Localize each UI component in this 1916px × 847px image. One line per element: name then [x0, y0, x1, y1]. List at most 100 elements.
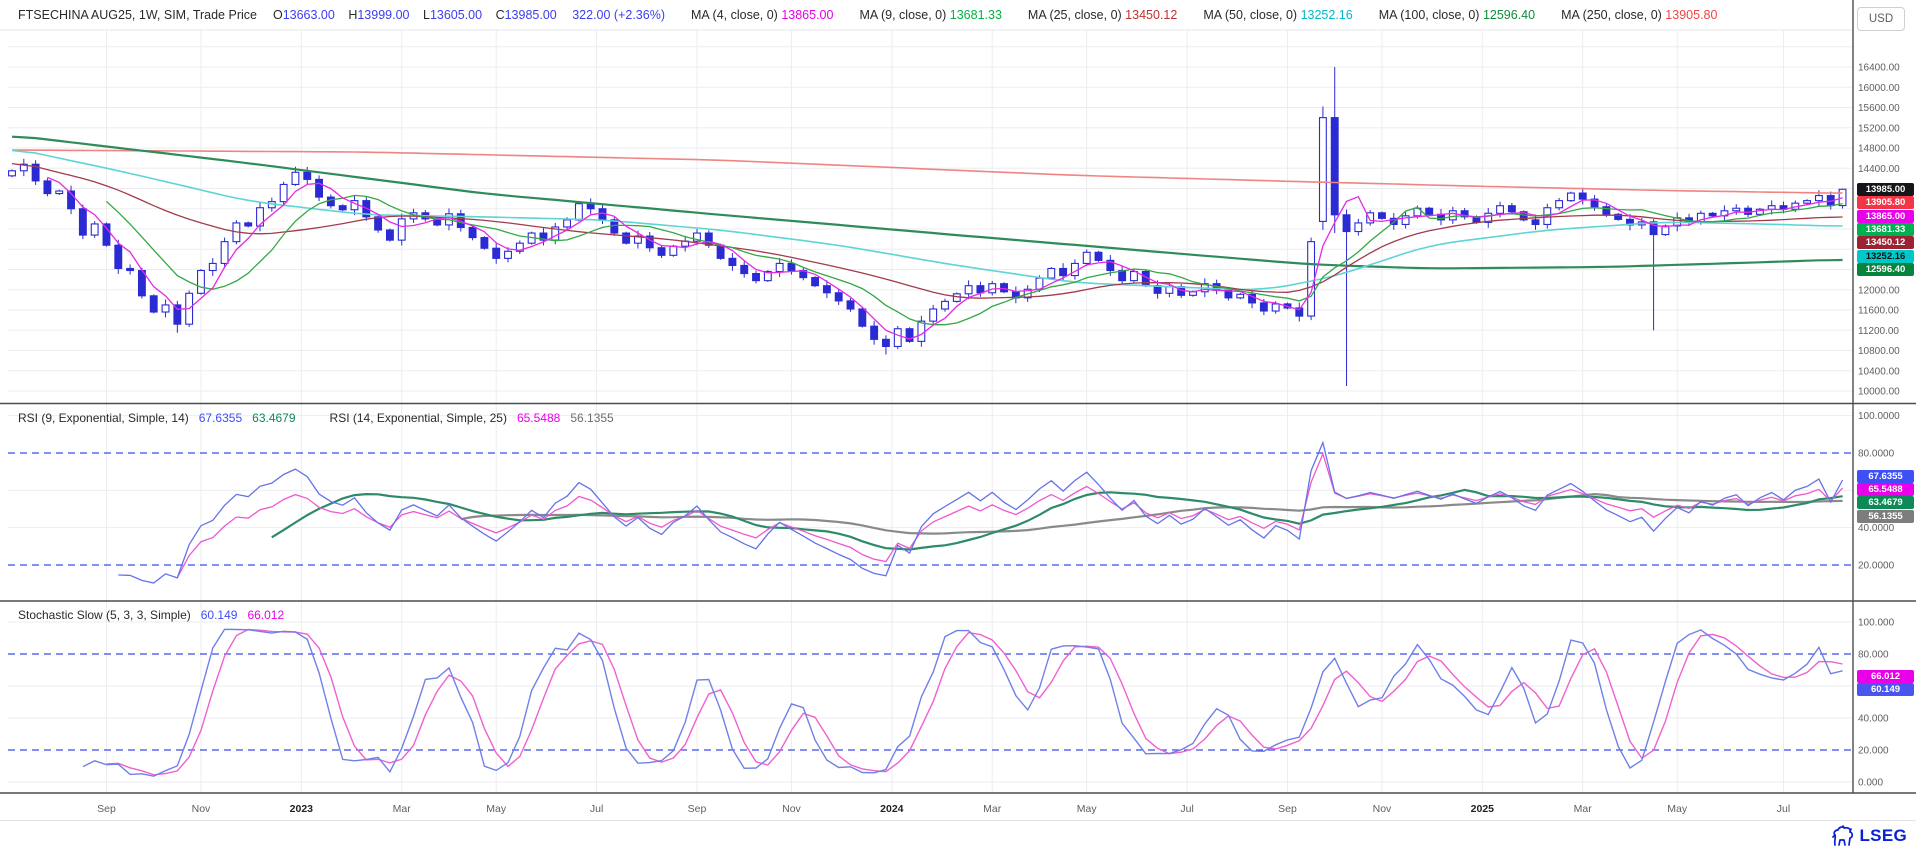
stochastic-k-value: 60.149 [200, 608, 238, 622]
svg-text:100.0000: 100.0000 [1858, 411, 1900, 422]
rsi-slow-title: RSI (14, Exponential, Simple, 25) [329, 411, 507, 425]
ma4-line [47, 176, 1843, 340]
svg-text:2023: 2023 [290, 803, 314, 815]
price-badge: 60.149 [1857, 683, 1914, 697]
stochastic-pane-header: Stochastic Slow (5, 3, 3, Simple) 60.149… [18, 608, 284, 622]
rsi-lines [118, 440, 1844, 584]
svg-text:15600.00: 15600.00 [1858, 103, 1900, 114]
high-value: H13999.00 [348, 8, 410, 22]
price-badge: 12596.40 [1857, 263, 1914, 277]
svg-text:40.000: 40.000 [1858, 714, 1889, 725]
rsi-fast-smooth-value: 63.4679 [252, 411, 296, 425]
rsi-slow-value: 65.5488 [516, 411, 561, 425]
svg-text:15200.00: 15200.00 [1858, 123, 1900, 134]
svg-text:12000.00: 12000.00 [1858, 285, 1900, 296]
ma-legend-item: MA (9, close, 0) 13681.33 [859, 8, 1002, 22]
price-badge: 63.4679 [1857, 496, 1914, 510]
moving-average-lines [11, 135, 1843, 340]
svg-text:10400.00: 10400.00 [1858, 366, 1900, 377]
svg-text:20.0000: 20.0000 [1858, 561, 1895, 572]
svg-text:20.000: 20.000 [1858, 746, 1889, 757]
low-value: L13605.00 [422, 8, 483, 22]
time-axis[interactable] [0, 793, 1853, 821]
svg-text:Nov: Nov [192, 803, 211, 815]
price-badge: 13865.00 [1857, 209, 1914, 223]
svg-text:14400.00: 14400.00 [1858, 164, 1900, 175]
close-value: C13985.00 [495, 8, 557, 22]
price-badge: 56.1355 [1857, 509, 1914, 523]
rsi9-smooth-line [271, 488, 1843, 551]
stochastic-d-line [106, 628, 1843, 776]
price-badge: 13681.33 [1857, 222, 1914, 236]
ohlc-values: O13663.00 H13999.00 L13605.00 C13985.00 … [273, 8, 665, 22]
rsi-slow-smooth-value: 56.1355 [570, 411, 614, 425]
svg-text:Nov: Nov [1373, 803, 1392, 815]
svg-text:Mar: Mar [1574, 803, 1593, 815]
rsi-fast-value: 67.6355 [198, 411, 243, 425]
svg-text:Jul: Jul [1777, 803, 1790, 815]
change-value: 322.00 (+2.36%) [572, 8, 665, 22]
svg-text:40.0000: 40.0000 [1858, 523, 1895, 534]
rsi9-line [118, 440, 1844, 584]
svg-text:Mar: Mar [393, 803, 412, 815]
ma250-line [12, 149, 1843, 194]
svg-text:2024: 2024 [880, 803, 904, 815]
svg-text:Sep: Sep [1278, 803, 1297, 815]
svg-text:Sep: Sep [97, 803, 116, 815]
svg-text:14800.00: 14800.00 [1858, 144, 1900, 155]
price-badge: 66.012 [1857, 669, 1914, 683]
price-badge: 13252.16 [1857, 249, 1914, 263]
price-badge: 13450.12 [1857, 236, 1914, 250]
rsi-pane-header: RSI (9, Exponential, Simple, 14) 67.6355… [18, 411, 614, 425]
rsi-fast-title: RSI (9, Exponential, Simple, 14) [18, 411, 189, 425]
rsi14-line [176, 451, 1844, 579]
ma25-line [11, 162, 1843, 299]
svg-text:10000.00: 10000.00 [1858, 387, 1900, 398]
svg-text:11600.00: 11600.00 [1858, 306, 1899, 317]
open-value: O13663.00 [272, 8, 335, 22]
stochastic-d-value: 66.012 [247, 608, 285, 622]
svg-text:May: May [486, 803, 507, 815]
ma-legend-item: MA (50, close, 0) 13252.16 [1203, 8, 1353, 22]
ma100-line [11, 135, 1843, 270]
svg-text:100.000: 100.000 [1858, 618, 1895, 629]
candlestick-series [8, 67, 1847, 386]
ma-legend-item: MA (25, close, 0) 13450.12 [1027, 8, 1178, 22]
svg-text:16400.00: 16400.00 [1858, 63, 1900, 74]
svg-text:2025: 2025 [1471, 803, 1495, 815]
svg-text:May: May [1667, 803, 1688, 815]
svg-text:10800.00: 10800.00 [1858, 346, 1900, 357]
stochastic-lines [82, 628, 1843, 777]
chart-header: FTSECHINA AUG25, 1W, SIM, Trade Price O1… [0, 0, 1836, 30]
ma-legend-item: MA (4, close, 0) 13865.00 [691, 8, 834, 22]
lseg-logo: LSEG [1831, 825, 1908, 846]
ma-legend-item: MA (250, close, 0) 13905.80 [1561, 8, 1718, 22]
ma-legend: MA (4, close, 0) 13865.00 MA (9, close, 0… [665, 8, 1717, 22]
stochastic-title: Stochastic Slow (5, 3, 3, Simple) [18, 608, 191, 622]
svg-text:Mar: Mar [983, 803, 1002, 815]
svg-text:Nov: Nov [782, 803, 801, 815]
svg-text:11200.00: 11200.00 [1858, 326, 1899, 337]
svg-text:Sep: Sep [688, 803, 707, 815]
overbought-oversold-lines [8, 452, 1853, 751]
svg-text:0.000: 0.000 [1858, 778, 1883, 789]
instrument-title: FTSECHINA AUG25, 1W, SIM, Trade Price [18, 8, 257, 22]
price-badge: 13905.80 [1857, 196, 1914, 210]
svg-text:Jul: Jul [590, 803, 603, 815]
svg-text:Jul: Jul [1180, 803, 1193, 815]
price-badge: 13985.00 [1857, 182, 1914, 196]
svg-text:May: May [1077, 803, 1098, 815]
svg-text:80.000: 80.000 [1858, 650, 1889, 661]
lseg-lion-icon [1831, 825, 1853, 846]
ma-legend-item: MA (100, close, 0) 12596.40 [1378, 8, 1536, 22]
lseg-wordmark: LSEG [1859, 825, 1907, 845]
svg-text:80.0000: 80.0000 [1858, 449, 1895, 460]
ma50-line [11, 149, 1843, 291]
stochastic-k-line [82, 628, 1843, 777]
price-badge: 67.6355 [1857, 469, 1914, 483]
price-badge: 65.5488 [1857, 482, 1914, 496]
currency-selector-button[interactable]: USD [1857, 7, 1905, 31]
svg-text:16000.00: 16000.00 [1858, 83, 1900, 94]
